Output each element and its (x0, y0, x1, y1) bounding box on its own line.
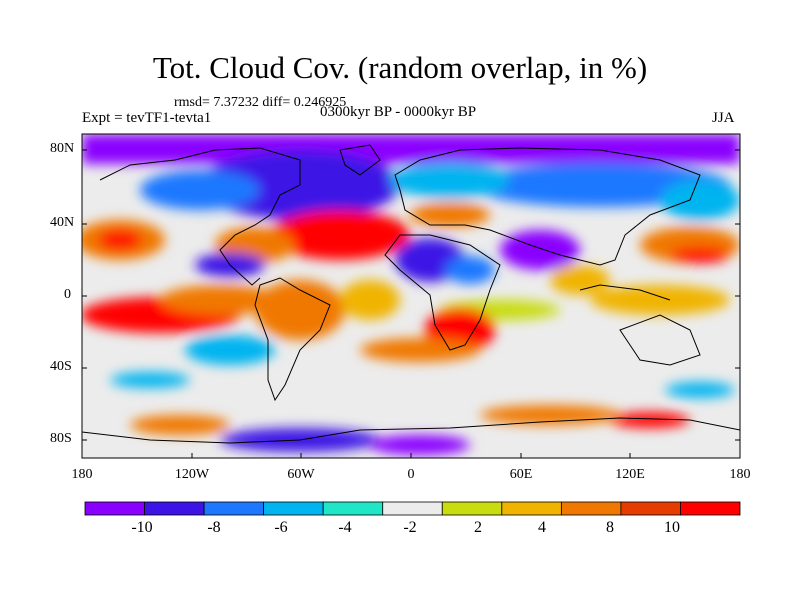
colorbar-box (620, 501, 681, 516)
coastlines (82, 144, 740, 444)
colorbar-box (441, 501, 503, 516)
colorbar-box (560, 501, 622, 516)
colorbar-box (144, 501, 205, 516)
lon-label-0: 0 (407, 467, 415, 482)
lon-label-120e: 120E (615, 467, 645, 482)
colorbar-box (501, 501, 562, 516)
colorbar-label: 4 (538, 519, 546, 536)
lat-label-80s: 80S (50, 431, 72, 446)
colorbar-label: 2 (474, 519, 482, 536)
colorbar-label: 8 (606, 519, 614, 536)
colorbar-label: 10 (664, 519, 680, 536)
rmsd-diff-stats: rmsd= 7.37232 diff= 0.246925 (174, 95, 347, 110)
lon-label-60w: 60W (287, 467, 315, 482)
lat-label-40s: 40S (50, 359, 72, 374)
colorbar-box (322, 501, 384, 516)
period-label: 0300kyr BP - 0000kyr BP (320, 104, 477, 120)
colorbar-box (203, 501, 265, 516)
lon-label-180w: 180 (71, 467, 93, 482)
lat-label-80n: 80N (50, 141, 75, 156)
colorbar-box (680, 501, 741, 516)
lon-label-180e: 180 (729, 467, 751, 482)
colorbar-label: -8 (207, 519, 221, 536)
season-label: JJA (712, 110, 735, 126)
lat-label-40n: 40N (50, 215, 75, 230)
lon-label-60e: 60E (509, 467, 533, 482)
map-title: Tot. Cloud Cov. (random overlap, in %) (152, 50, 648, 85)
experiment-label: Expt = tevTF1-tevta1 (82, 110, 212, 126)
colorbar-label: -4 (338, 519, 352, 536)
colorbar-box (84, 501, 145, 516)
colorbar-label: -2 (403, 519, 417, 536)
cloud-cover-field (82, 134, 740, 458)
lon-label-120w: 120W (174, 467, 210, 482)
colorbar-label: -6 (274, 519, 288, 536)
lat-label-0: 0 (64, 287, 71, 302)
colorbar-box (382, 501, 443, 516)
colorbar-label: -10 (131, 519, 153, 536)
colorbar (84, 501, 741, 516)
colorbar-box (263, 501, 324, 516)
